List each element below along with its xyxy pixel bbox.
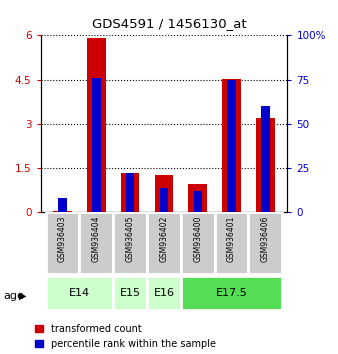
Bar [126, 173, 134, 212]
Bar [147, 212, 181, 274]
Bar [53, 211, 72, 212]
Bar [193, 191, 202, 212]
Bar [188, 184, 207, 212]
Text: E17.5: E17.5 [216, 288, 247, 298]
Bar [154, 175, 173, 212]
Bar [160, 188, 168, 212]
Text: E14: E14 [69, 288, 90, 298]
Text: ▶: ▶ [19, 291, 26, 301]
Text: GSM936406: GSM936406 [261, 216, 270, 262]
Bar [113, 276, 147, 310]
Bar [222, 79, 241, 212]
Text: E15: E15 [120, 288, 141, 298]
Bar [256, 118, 274, 212]
Text: E16: E16 [153, 288, 174, 298]
Bar [227, 80, 236, 212]
Text: GSM936401: GSM936401 [227, 216, 236, 262]
Text: GSM936405: GSM936405 [126, 216, 135, 262]
Bar [248, 212, 282, 274]
Bar [46, 276, 113, 310]
Legend: transformed count, percentile rank within the sample: transformed count, percentile rank withi… [35, 324, 216, 349]
Bar [113, 212, 147, 274]
Text: GSM936403: GSM936403 [58, 216, 67, 262]
Text: age: age [3, 291, 24, 301]
Bar [58, 198, 67, 212]
Bar [181, 276, 282, 310]
Bar [79, 212, 113, 274]
Text: GDS4591 / 1456130_at: GDS4591 / 1456130_at [92, 17, 246, 30]
Bar [92, 78, 101, 212]
Bar [261, 106, 269, 212]
Bar [87, 38, 105, 212]
Bar [147, 276, 181, 310]
Text: GSM936402: GSM936402 [160, 216, 168, 262]
Text: GSM936400: GSM936400 [193, 216, 202, 262]
Bar [181, 212, 215, 274]
Bar [121, 172, 140, 212]
Text: GSM936404: GSM936404 [92, 216, 101, 262]
Bar [215, 212, 248, 274]
Bar [46, 212, 79, 274]
